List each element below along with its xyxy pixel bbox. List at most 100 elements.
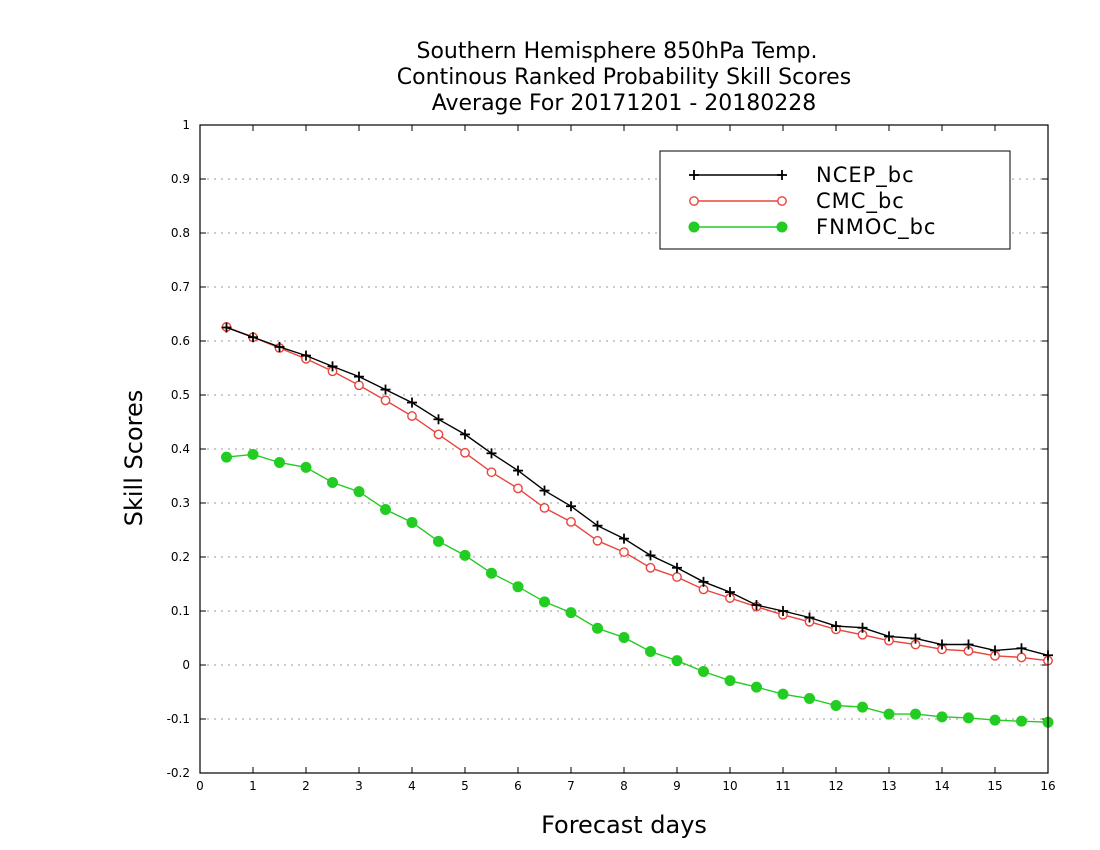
x-tick-label: 4 — [408, 779, 416, 793]
data-point — [380, 384, 391, 395]
data-point — [645, 550, 656, 561]
series-fnmoc-bc — [221, 448, 1054, 728]
legend-marker — [777, 170, 787, 180]
x-tick-label: 7 — [567, 779, 575, 793]
data-point — [513, 483, 523, 494]
data-point — [725, 587, 735, 598]
data-point — [300, 461, 312, 473]
legend-sample-fnmoc-bc — [688, 221, 788, 233]
data-point — [1016, 643, 1027, 654]
data-point — [512, 581, 524, 593]
legend-samples — [688, 170, 788, 233]
data-point — [433, 535, 444, 547]
data-point — [433, 414, 444, 425]
data-point — [566, 501, 576, 512]
data-point — [778, 606, 788, 616]
data-series — [221, 322, 1054, 728]
chart-title-line-3: Average For 20171201 - 20180228 — [432, 91, 817, 116]
legend-sample-cmc-bc — [689, 196, 787, 206]
data-point — [883, 708, 895, 720]
data-point — [1016, 652, 1027, 663]
x-tick-label: 12 — [828, 779, 843, 793]
data-point — [539, 596, 550, 608]
data-point — [619, 533, 629, 544]
data-point — [539, 485, 550, 496]
data-point — [433, 429, 444, 440]
legend-marker — [776, 221, 788, 233]
x-tick-label: 2 — [302, 779, 310, 793]
x-tick-label: 9 — [673, 779, 681, 793]
x-tick-label: 1 — [249, 779, 257, 793]
x-tick-label: 8 — [620, 779, 628, 793]
y-tick-label: 1 — [182, 118, 190, 132]
legend-label-fnmoc: FNMOC_bc — [816, 215, 936, 240]
data-point — [804, 612, 815, 623]
data-point — [910, 708, 921, 720]
chart-title-line-1: Southern Hemisphere 850hPa Temp. — [417, 39, 818, 64]
y-tick-label: 0.9 — [171, 172, 190, 186]
data-point — [963, 712, 974, 724]
x-axis-label: Forecast days — [541, 811, 707, 839]
legend-marker — [689, 196, 699, 206]
data-point — [327, 361, 338, 372]
data-point — [486, 567, 497, 579]
data-point — [354, 380, 364, 391]
x-tick-label: 5 — [461, 779, 469, 793]
data-point — [274, 341, 285, 352]
y-tick-label: 0.8 — [171, 226, 190, 240]
data-point — [513, 465, 523, 476]
data-point — [804, 692, 815, 704]
x-tick-label: 14 — [934, 779, 949, 793]
legend-label-cmc: CMC_bc — [816, 189, 905, 214]
y-tick-label: -0.2 — [167, 766, 190, 780]
y-tick-labels: -0.2 -0.1 0 0.1 0.2 0.3 0.4 0.5 0.6 0.7 0.8 0.9 1 — [167, 118, 190, 780]
x-tick-label: 0 — [196, 779, 204, 793]
legend-marker — [688, 221, 700, 233]
x-tick-labels: 0 1 2 3 4 5 6 7 8 9 10 11 12 13 14 15 16 — [196, 779, 1055, 793]
data-point — [407, 397, 417, 408]
data-point — [221, 451, 232, 463]
data-point — [566, 517, 576, 527]
series-cmc-bc — [221, 322, 1053, 666]
data-point — [301, 350, 311, 361]
data-point — [857, 622, 868, 633]
series-line — [226, 326, 1049, 662]
data-point — [406, 516, 418, 528]
data-point — [327, 476, 338, 488]
data-point — [698, 665, 709, 677]
y-tick-label: 0.1 — [171, 604, 190, 618]
y-tick-label: 0 — [182, 658, 190, 672]
data-point — [724, 675, 736, 687]
data-point — [460, 447, 470, 458]
data-point — [619, 547, 629, 558]
legend-marker — [777, 196, 787, 206]
data-point — [672, 562, 682, 573]
data-point — [1016, 715, 1027, 727]
data-point — [831, 621, 841, 632]
data-point — [857, 701, 868, 713]
data-point — [380, 395, 391, 406]
x-tick-label: 10 — [722, 779, 737, 793]
data-point — [910, 633, 921, 644]
data-point — [221, 322, 232, 333]
data-point — [990, 645, 1000, 656]
data-point — [592, 535, 603, 546]
legend-label-ncep: NCEP_bc — [816, 163, 915, 188]
data-point — [830, 700, 842, 711]
x-tick-label: 13 — [881, 779, 896, 793]
data-point — [937, 639, 947, 650]
data-point — [247, 448, 259, 460]
data-point — [884, 631, 894, 642]
x-tick-label: 16 — [1040, 779, 1055, 793]
series-line — [226, 326, 1049, 656]
data-point — [672, 572, 682, 582]
data-point — [618, 631, 630, 643]
chart-title: Southern Hemisphere 850hPa Temp. Contino… — [397, 39, 851, 116]
data-point — [592, 622, 603, 634]
data-point — [248, 332, 258, 343]
data-point — [565, 607, 577, 619]
data-point — [486, 448, 497, 459]
data-point — [539, 502, 550, 513]
chart-title-line-2: Continous Ranked Probability Skill Score… — [397, 65, 851, 90]
